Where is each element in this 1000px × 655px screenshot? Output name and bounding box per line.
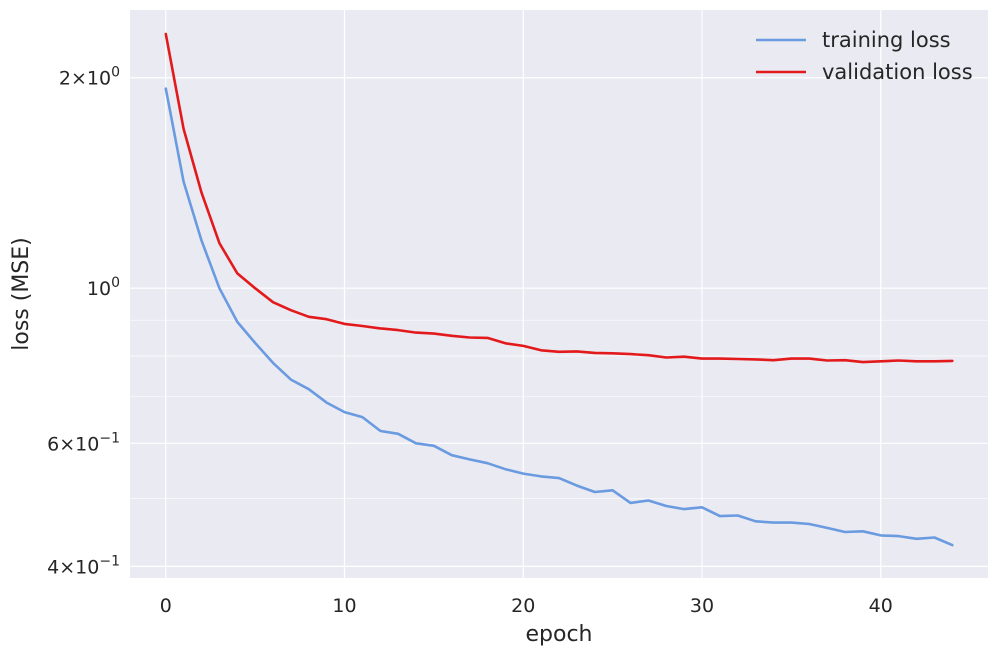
y-tick-label: 2×100 bbox=[59, 65, 120, 90]
series-line-1 bbox=[164, 32, 954, 364]
x-tick-label: 30 bbox=[690, 595, 714, 617]
y-tick-label: 4×10−1 bbox=[47, 553, 120, 578]
plot-background bbox=[130, 10, 988, 578]
legend: training loss validation loss bbox=[756, 28, 973, 84]
x-tick-label: 40 bbox=[869, 595, 893, 617]
series-line-0 bbox=[164, 87, 954, 547]
legend-label: validation loss bbox=[822, 60, 973, 84]
x-tick-label: 20 bbox=[511, 595, 535, 617]
x-axis-label: epoch bbox=[526, 622, 593, 647]
y-tick-label: 100 bbox=[87, 275, 120, 300]
legend-label: training loss bbox=[822, 28, 951, 52]
x-tick-label: 0 bbox=[160, 595, 172, 617]
x-tick-label: 10 bbox=[332, 595, 356, 617]
grid bbox=[130, 10, 988, 578]
x-tick-labels: 0 10 20 30 40 bbox=[160, 595, 893, 617]
y-axis-label: loss (MSE) bbox=[9, 237, 34, 351]
y-tick-label: 6×10−1 bbox=[47, 430, 120, 455]
series-lines bbox=[164, 32, 954, 547]
y-tick-labels: 2×100 100 6×10−1 4×10−1 bbox=[47, 65, 120, 579]
